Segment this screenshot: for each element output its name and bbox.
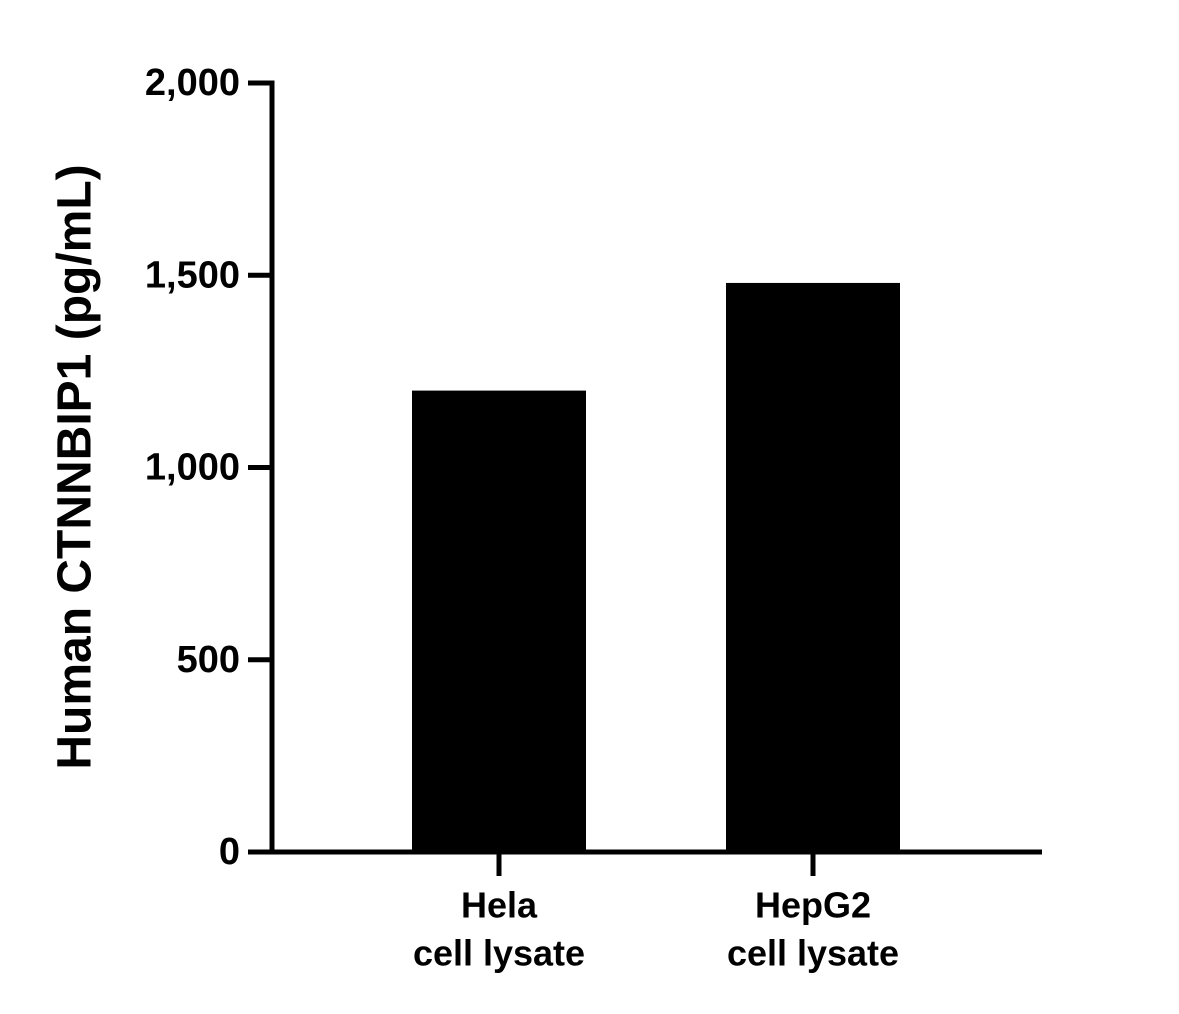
y-tick-label: 2,000 bbox=[145, 62, 240, 104]
x-tick-label: Hela bbox=[461, 885, 538, 926]
y-tick-label: 1,000 bbox=[145, 447, 240, 489]
x-tick-label: cell lysate bbox=[413, 933, 585, 974]
bar bbox=[412, 390, 586, 852]
y-tick-label: 1,500 bbox=[145, 254, 240, 296]
x-tick-label: cell lysate bbox=[727, 933, 899, 974]
y-tick-label: 0 bbox=[219, 831, 240, 873]
bar bbox=[726, 282, 900, 852]
x-tick-label: HepG2 bbox=[755, 885, 871, 926]
y-axis-label: Human CTNNBIP1 (pg/mL) bbox=[49, 164, 102, 769]
y-tick-label: 500 bbox=[177, 639, 240, 681]
